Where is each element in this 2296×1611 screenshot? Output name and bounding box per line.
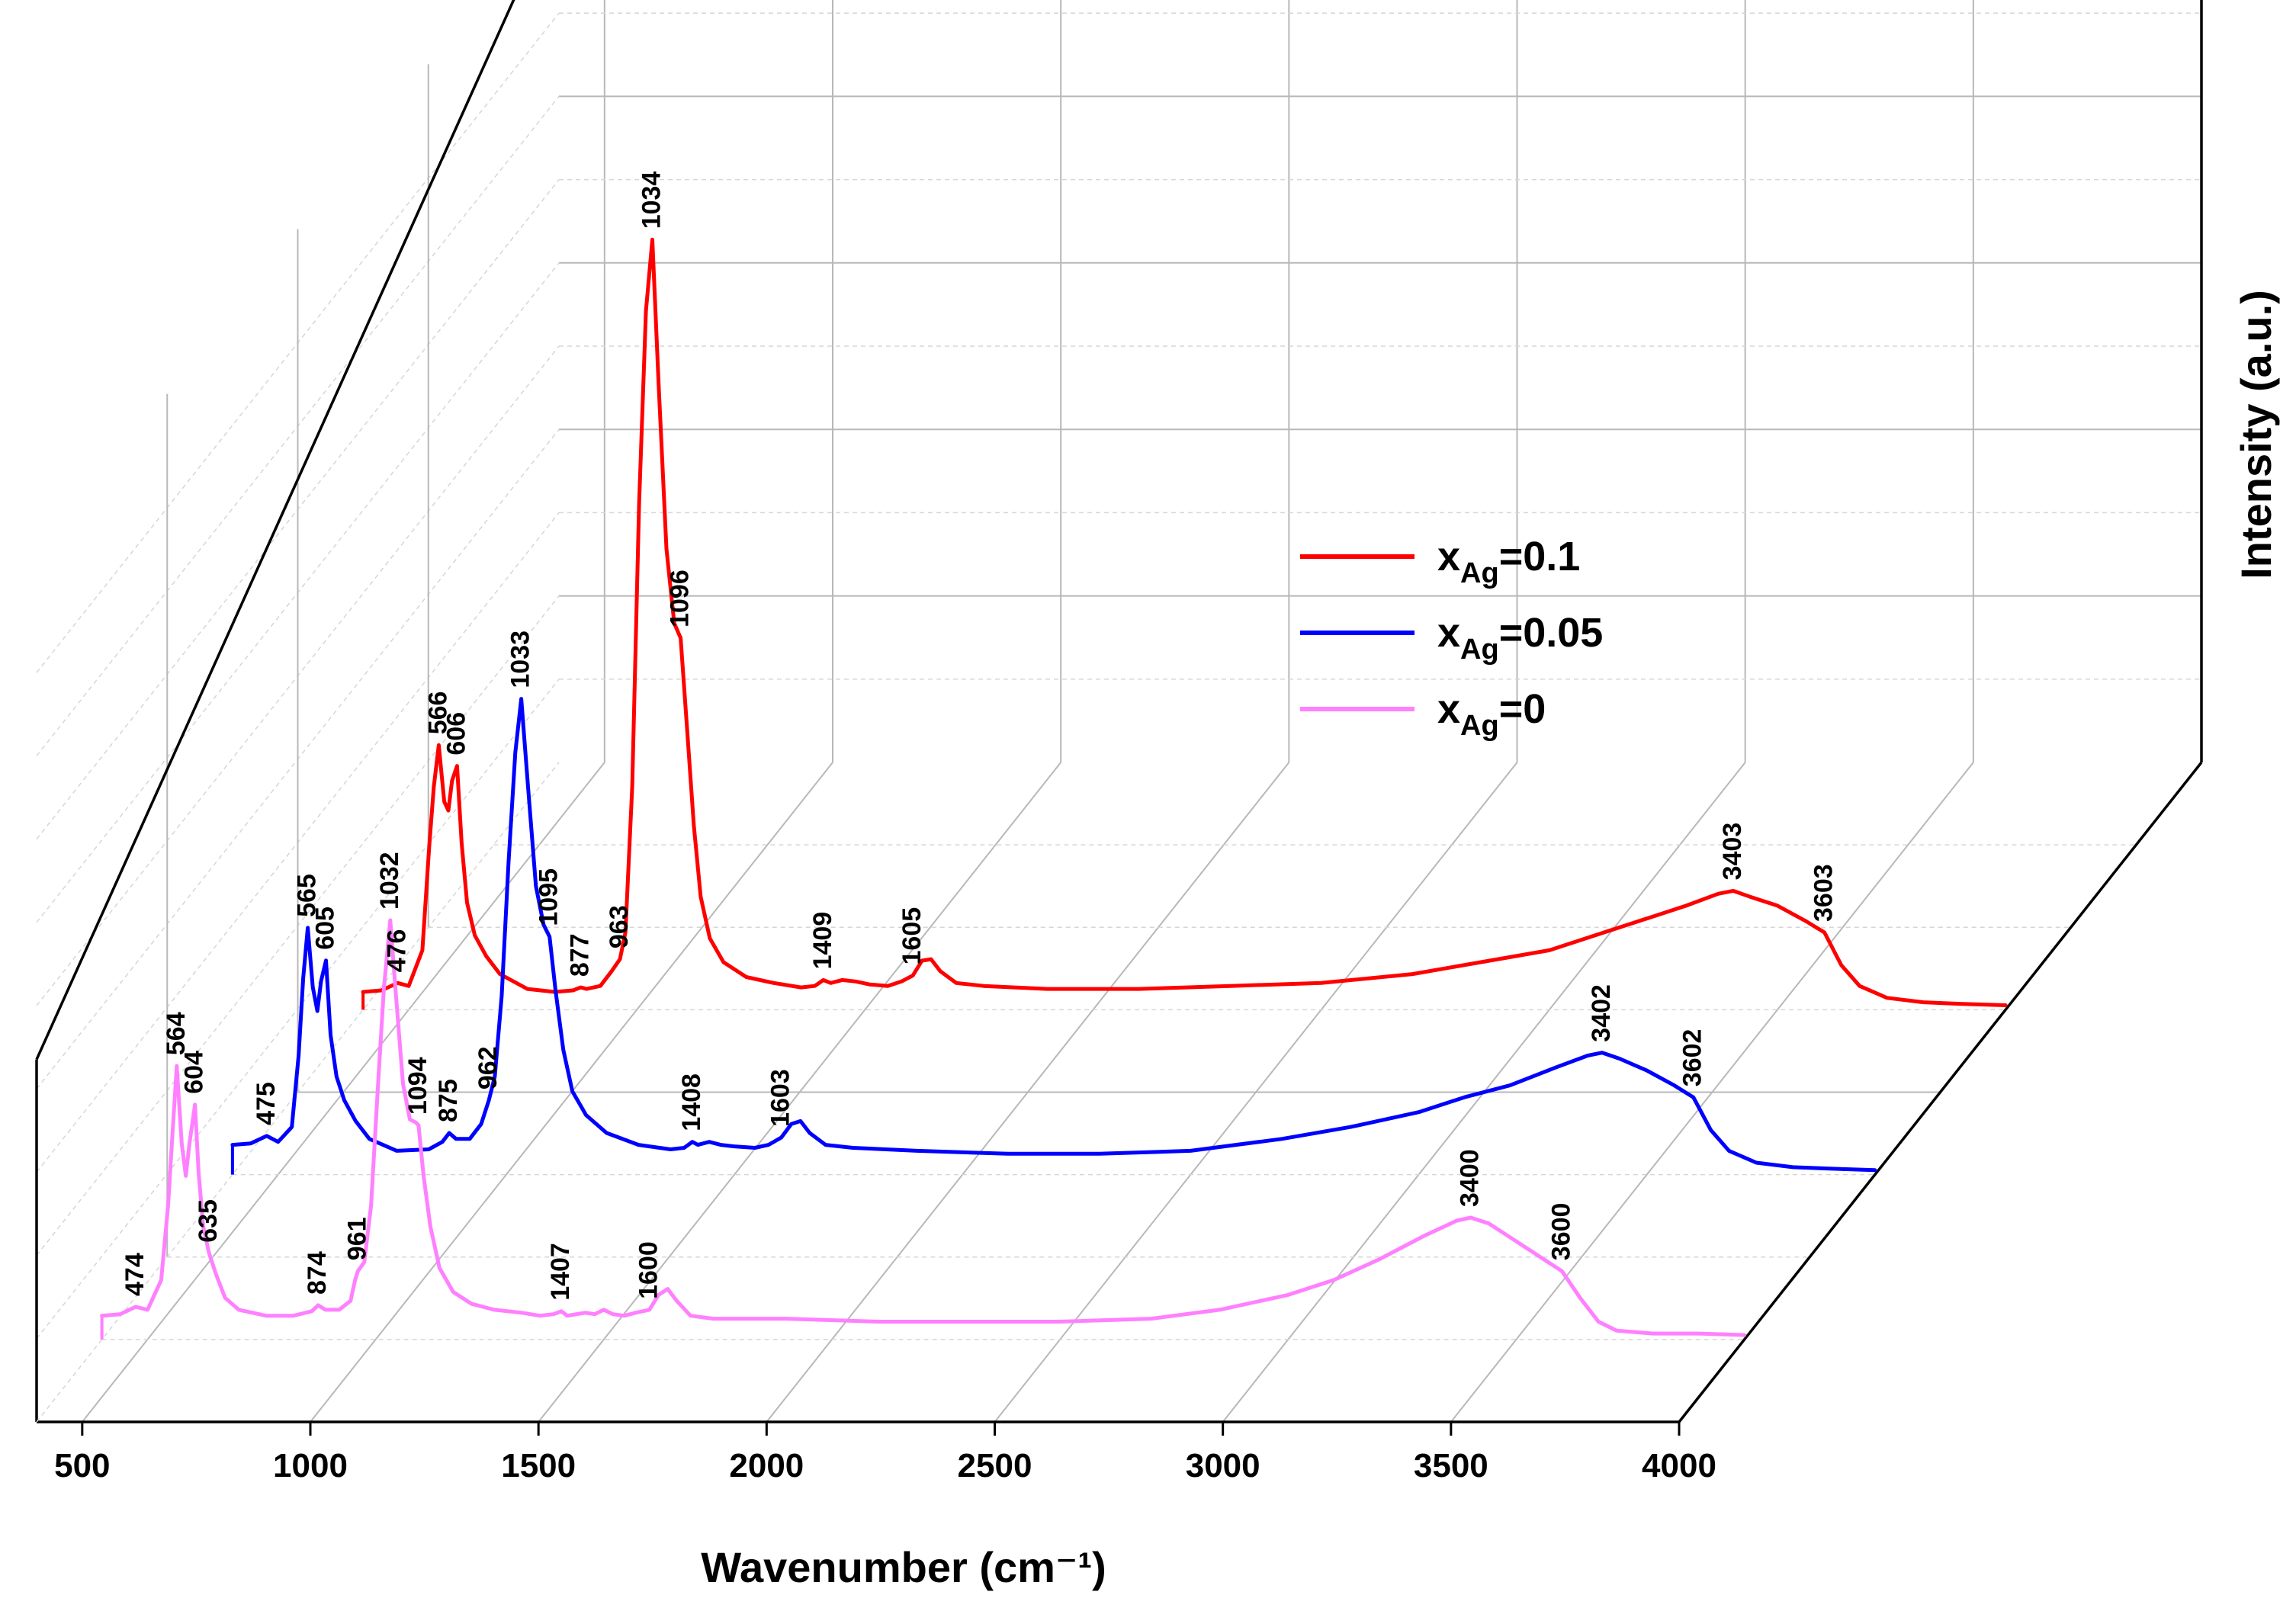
peak-label: 1096 [666,570,695,627]
peak-label: 874 [303,1251,332,1295]
peak-label: 3402 [1587,984,1616,1042]
x-tick-label: 2500 [958,1447,1032,1484]
peak-label: 3600 [1546,1203,1575,1261]
peak-label: 1032 [375,852,404,910]
peak-label: 961 [342,1217,371,1260]
series-layer [100,237,2008,1340]
peak-label: 3602 [1678,1029,1707,1087]
peak-label: 1603 [766,1069,795,1127]
peak-label: 875 [434,1079,463,1122]
peak-label: 635 [194,1199,223,1243]
legend-label: xAg=0.1 [1437,534,1580,589]
peak-label: 3400 [1456,1149,1485,1207]
axes-frame [35,0,2203,1423]
grid-layer [36,0,2202,1423]
side-top-edge [35,0,515,1061]
peak-label: 962 [474,1046,503,1090]
x-tick-label: 3000 [1186,1447,1260,1484]
peak-label: 476 [383,929,412,973]
peak-label: 1409 [808,912,837,970]
x-tick-label: 1500 [501,1447,576,1484]
peak-label: 605 [311,907,340,950]
legend-label: xAg=0.05 [1437,610,1603,666]
side-bottom-edge [36,762,560,1423]
peak-label: 1033 [506,631,535,688]
series-line-s0 [100,918,1747,1337]
peak-label: 474 [120,1253,149,1296]
x-tick-label: 500 [54,1447,110,1484]
y-axis-title: Intensity (a.u.) [2232,290,2280,579]
peak-label: 565 [293,874,322,917]
peak-label: 1407 [546,1243,575,1301]
peak-label: 475 [252,1082,281,1125]
x-axis-title: Wavenumber (cm⁻¹) [701,1543,1106,1591]
peak-label: 1605 [898,907,926,965]
x-axis-ticks: 500 1000 1500 2000 2500 3000 3500 4000 [54,1422,1716,1484]
peak-label: 1408 [677,1073,706,1131]
peak-label: 1094 [403,1057,432,1115]
series-s2 [361,237,2008,1010]
peak-label: 604 [180,1051,209,1094]
peak-label: 1095 [535,868,564,926]
floor-right-edge [1678,761,2203,1423]
x-tick-label: 2000 [729,1447,804,1484]
series-line-s1 [230,697,1877,1173]
peak-label: 1600 [634,1241,663,1299]
x-tick-label: 3500 [1414,1447,1488,1484]
peak-label: 1034 [637,172,666,229]
x-tick-label: 4000 [1642,1447,1716,1484]
series-s1 [230,697,1877,1175]
peak-label: 3403 [1718,823,1747,881]
series-s0 [100,918,1747,1340]
peak-label: 963 [605,905,634,948]
legend-label: xAg=0 [1437,686,1546,742]
peak-label: 606 [442,712,470,756]
legend: xAg=0.1 xAg=0.05 xAg=0 [1300,534,1603,742]
peak-label: 3603 [1810,864,1838,922]
peak-label: 564 [162,1012,191,1055]
x-tick-label: 1000 [273,1447,348,1484]
peak-label: 877 [566,933,595,977]
series-line-s2 [361,237,2008,1007]
peak-label: 566 [423,692,452,735]
